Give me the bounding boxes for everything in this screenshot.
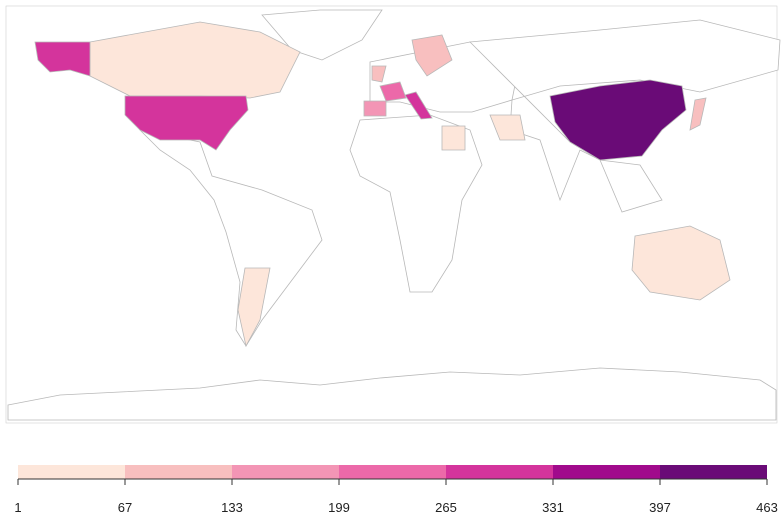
spain: [363, 100, 387, 117]
legend-swatch: [660, 465, 767, 479]
legend-swatch: [553, 465, 660, 479]
argentina: [237, 267, 271, 348]
france: [379, 81, 407, 102]
usa: [124, 95, 249, 151]
legend-swatch: [232, 465, 339, 479]
central-south-america: [138, 129, 323, 347]
uk: [371, 65, 387, 83]
legend-tick-label: 133: [221, 500, 243, 515]
map-frame: [5, 5, 778, 424]
antarctica: [7, 367, 777, 421]
legend-tick-label: 1: [14, 500, 21, 515]
alaska: [34, 41, 91, 77]
canada: [89, 21, 301, 99]
legend-tick-label: 199: [328, 500, 350, 515]
africa: [349, 114, 483, 293]
japan: [689, 97, 707, 131]
iran: [489, 114, 526, 141]
legend-tick-label: 397: [649, 500, 671, 515]
legend-tick-label: 331: [542, 500, 564, 515]
egypt: [441, 125, 466, 151]
asia: [469, 19, 781, 213]
scandinavia: [411, 34, 453, 77]
legend-swatch: [125, 465, 232, 479]
legend-tick-label: 463: [756, 500, 778, 515]
legend-swatch: [339, 465, 446, 479]
italy: [404, 91, 433, 120]
legend-tick-label: 265: [435, 500, 457, 515]
australia: [631, 225, 731, 301]
world: [5, 5, 781, 424]
legend-tick-label: 67: [118, 500, 132, 515]
china: [549, 79, 687, 161]
legend: 1 67 133 199 265 331 397 463: [14, 465, 778, 515]
legend-swatch: [446, 465, 553, 479]
legend-swatch: [18, 465, 125, 479]
